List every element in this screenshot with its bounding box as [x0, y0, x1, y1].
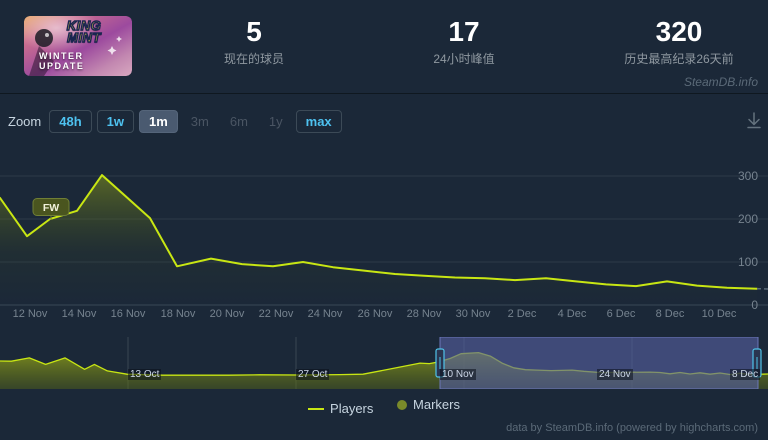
svg-text:200: 200	[738, 212, 758, 226]
svg-text:300: 300	[738, 169, 758, 183]
svg-text:100: 100	[738, 255, 758, 269]
svg-text:FW: FW	[43, 202, 59, 214]
